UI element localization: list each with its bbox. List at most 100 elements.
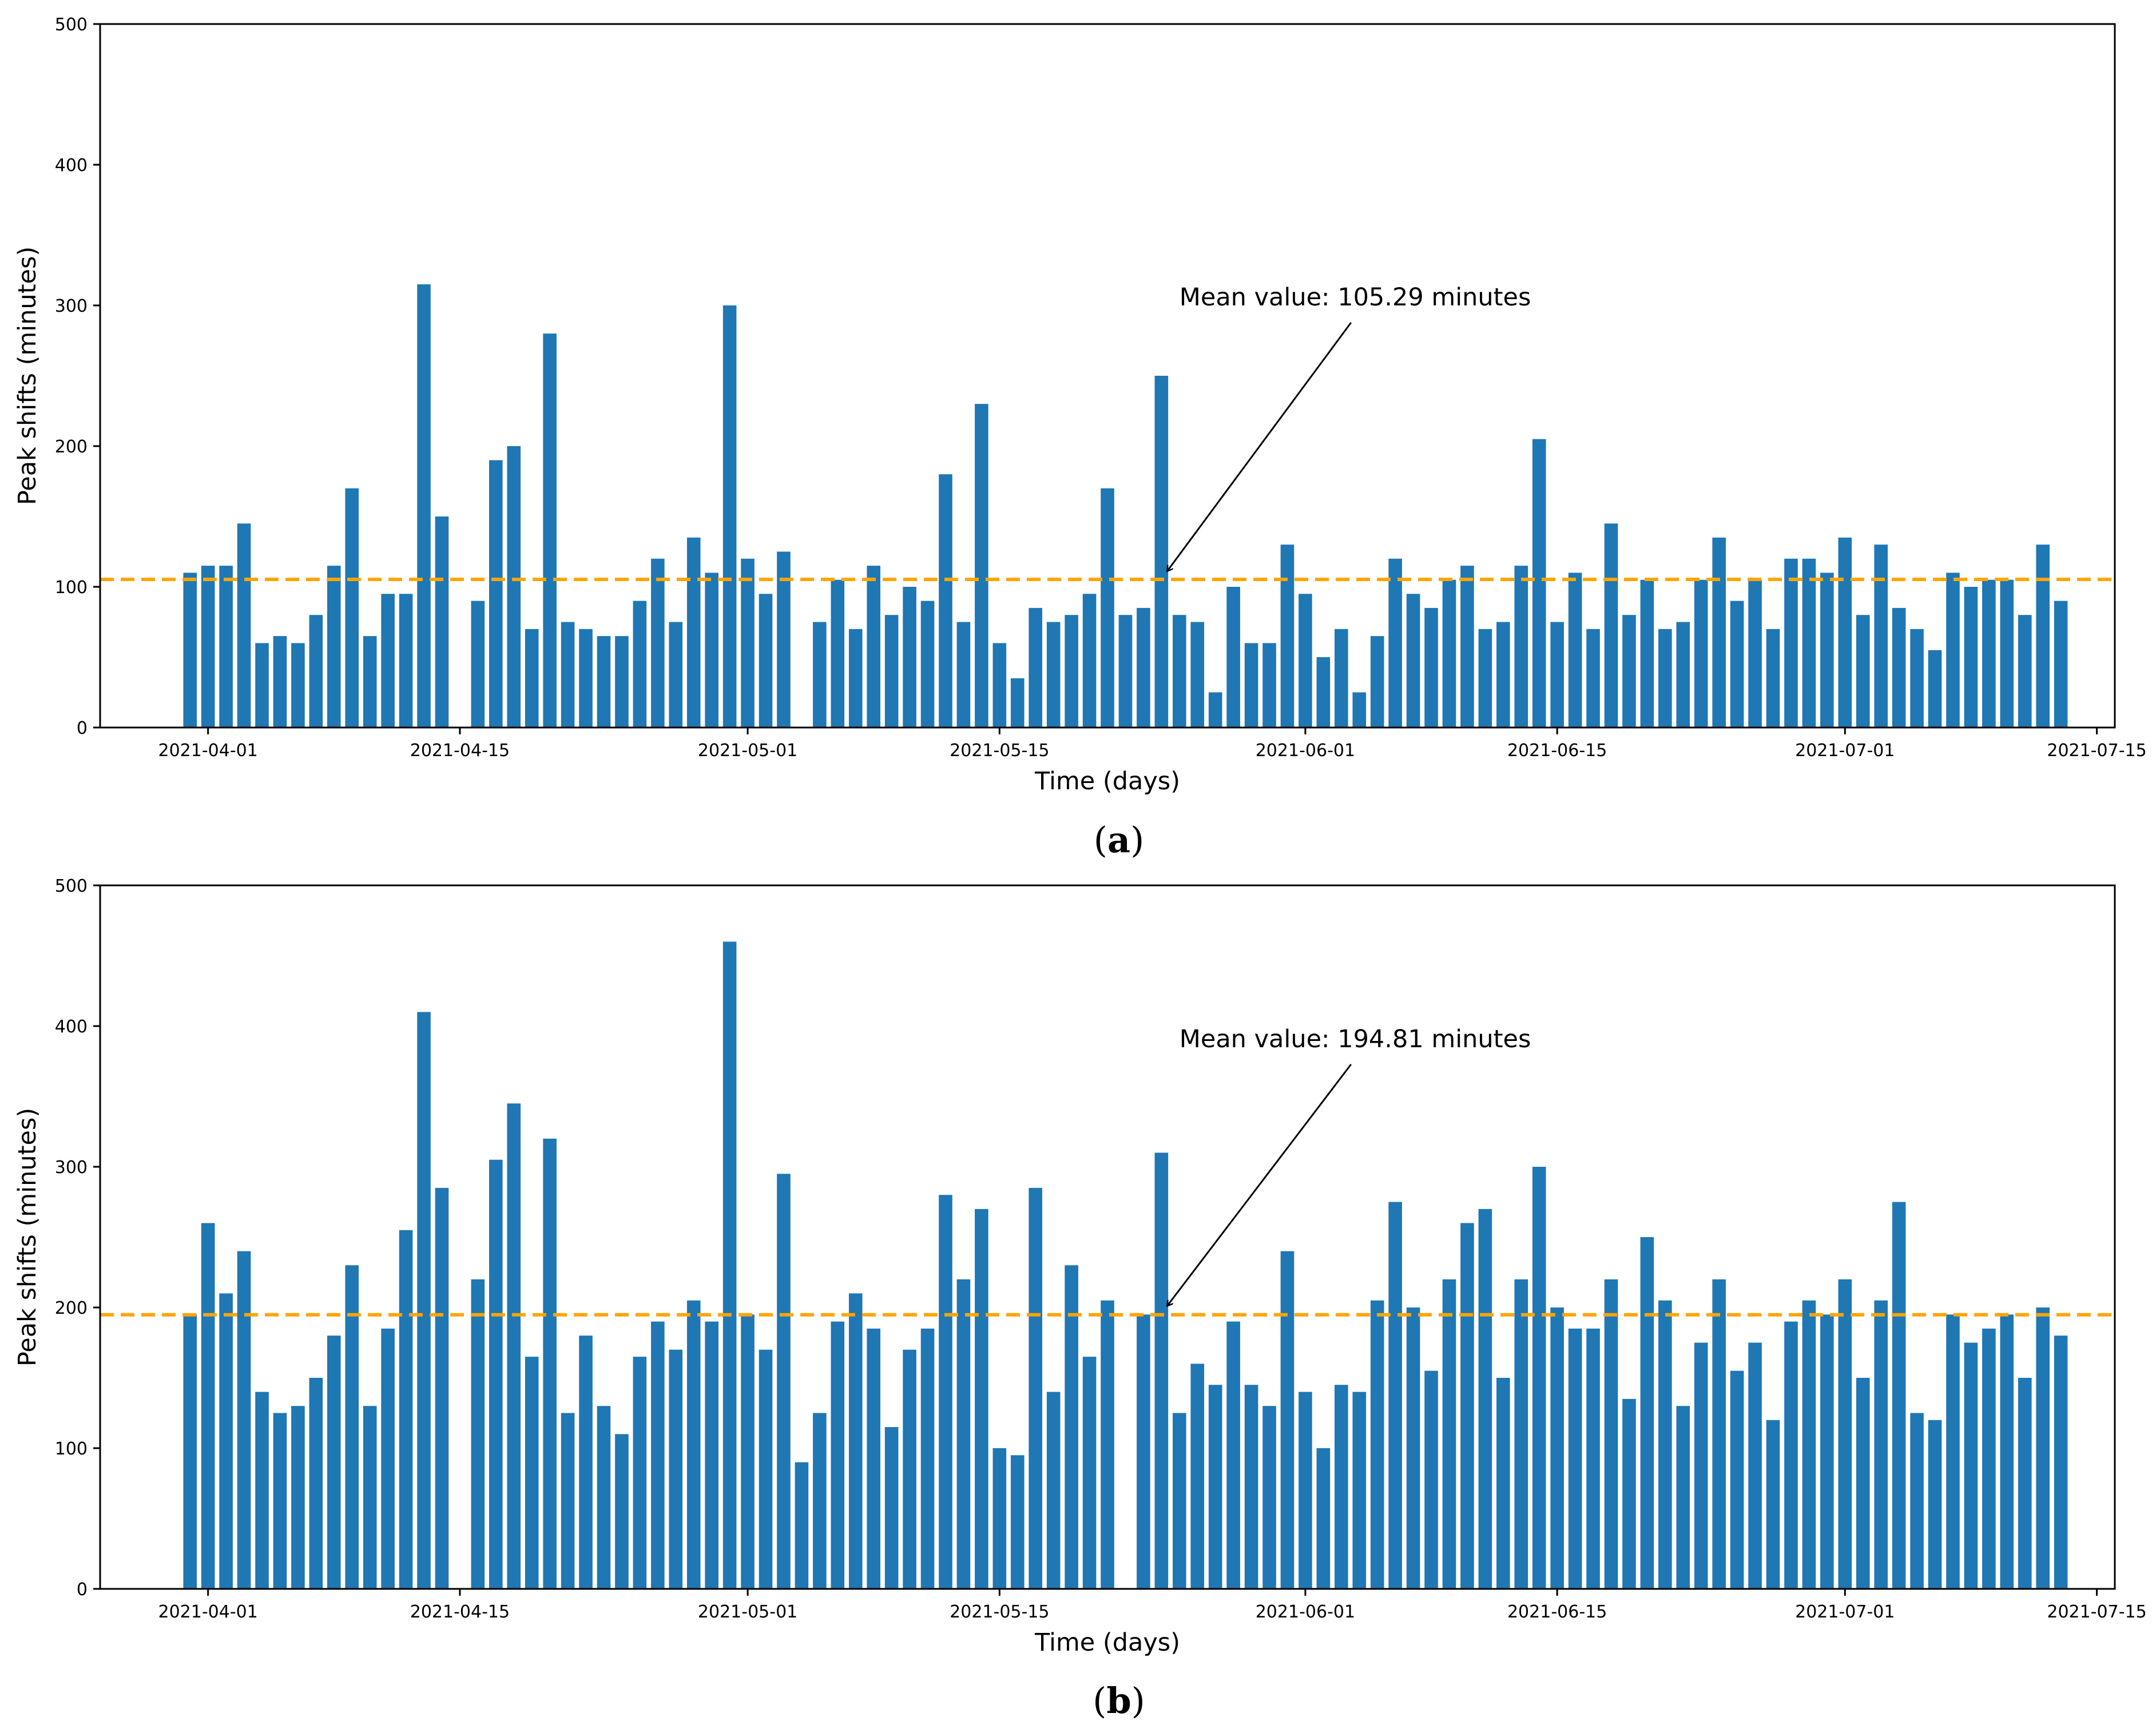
bar: [1946, 1314, 1960, 1589]
bar: [1370, 636, 1384, 728]
bar: [1712, 1279, 1726, 1589]
bar: [939, 474, 952, 728]
bar: [363, 1406, 377, 1589]
x-tick-label: 2021-07-15: [2047, 741, 2146, 761]
bar: [777, 551, 791, 728]
bar: [759, 1349, 773, 1589]
mean-annotation-arrow: [1167, 322, 1352, 571]
bar: [543, 1138, 557, 1589]
subfigure-caption: (a): [1094, 819, 1145, 861]
bar: [1802, 558, 1816, 728]
bar: [1137, 607, 1150, 728]
x-axis-ticks: 2021-04-01 2021-04-15 2021-05-01 2021-05-15…: [158, 1589, 2147, 1622]
bar: [975, 404, 988, 728]
bar: [2018, 1378, 2032, 1589]
bar: [237, 523, 251, 728]
bar: [399, 1230, 413, 1589]
bar: [1802, 1300, 1816, 1589]
bar: [2036, 544, 2050, 728]
bar-group: [183, 284, 2068, 728]
y-tick-label: 100: [55, 1439, 88, 1459]
bar: [1137, 1314, 1150, 1589]
x-axis-ticks: 2021-04-01 2021-04-15 2021-05-01 2021-05-15…: [158, 728, 2147, 761]
bar: [1532, 1167, 1546, 1589]
x-axis-label: Time (days): [1034, 1628, 1180, 1657]
bar: [831, 1321, 845, 1589]
bar: [1514, 1279, 1528, 1589]
bar: [1046, 1392, 1061, 1589]
bar: [597, 636, 611, 728]
bar: [201, 1223, 215, 1589]
bar: [1190, 1364, 1205, 1589]
bar: [1190, 622, 1205, 728]
y-axis-ticks: 0 100 200 300 400 500: [55, 15, 100, 738]
caption-open-paren: (: [1094, 819, 1107, 861]
bar: [633, 1357, 647, 1589]
bar: [705, 1321, 718, 1589]
bar: [1658, 1300, 1672, 1589]
bar: [741, 558, 755, 728]
bar: [1208, 1385, 1222, 1589]
bar: [327, 566, 341, 728]
bar: [237, 1251, 251, 1589]
bar: [651, 1321, 665, 1589]
bar: [722, 305, 737, 728]
bar: [992, 643, 1007, 728]
bar: [507, 446, 521, 728]
bar: [1065, 1265, 1078, 1589]
bar: [1460, 1223, 1474, 1589]
bar: [741, 1314, 755, 1589]
bar: [1550, 1307, 1564, 1589]
bar: [956, 622, 971, 728]
bar: [1928, 650, 1942, 728]
subfigure-caption: (b): [1093, 1680, 1145, 1722]
bar: [633, 601, 647, 728]
bar: [1460, 566, 1474, 728]
y-axis-ticks: 0 100 200 300 400 500: [55, 876, 100, 1600]
bar: [1316, 1448, 1331, 1589]
bar: [1082, 1357, 1097, 1589]
bar: [1280, 1251, 1295, 1589]
bar: [1244, 643, 1258, 728]
bar: [2036, 1307, 2050, 1589]
bar: [183, 1314, 197, 1589]
bar: [489, 460, 503, 728]
bar: [1118, 615, 1133, 728]
bar: [2000, 1314, 2014, 1589]
bar: [1370, 1300, 1384, 1589]
bar: [920, 1328, 935, 1589]
bar: [1496, 1378, 1510, 1589]
bar: [1838, 1279, 1852, 1589]
bar: [1154, 1152, 1169, 1589]
bar: [471, 1279, 485, 1589]
bar: [1406, 594, 1420, 728]
bar: [1874, 1300, 1888, 1589]
bar: [543, 333, 557, 728]
y-tick-label: 500: [55, 876, 88, 896]
bar: [273, 636, 287, 728]
bar: [1352, 1392, 1367, 1589]
bar-group: [183, 941, 2068, 1589]
x-tick-label: 2021-07-01: [1795, 1602, 1895, 1622]
mean-annotation-text: Mean value: 105.29 minutes: [1180, 283, 1531, 312]
x-tick-label: 2021-06-01: [1256, 1602, 1355, 1622]
bar: [795, 1462, 809, 1589]
bar: [1730, 601, 1744, 728]
y-tick-label: 0: [77, 1580, 88, 1600]
bar: [1335, 1385, 1348, 1589]
y-tick-label: 400: [55, 1017, 88, 1037]
bar: [651, 558, 665, 728]
bar: [615, 636, 629, 728]
bar: [669, 622, 683, 728]
x-tick-label: 2021-06-15: [1507, 1602, 1607, 1622]
bar: [1586, 1328, 1600, 1589]
bar: [1640, 579, 1654, 728]
bar: [1604, 1279, 1618, 1589]
bar: [1442, 579, 1456, 728]
bar: [722, 941, 737, 1589]
bar: [1964, 1342, 1978, 1589]
bar: [1946, 573, 1960, 728]
bar: [1820, 573, 1834, 728]
bar: [1838, 537, 1852, 728]
bar: [1856, 1378, 1870, 1589]
